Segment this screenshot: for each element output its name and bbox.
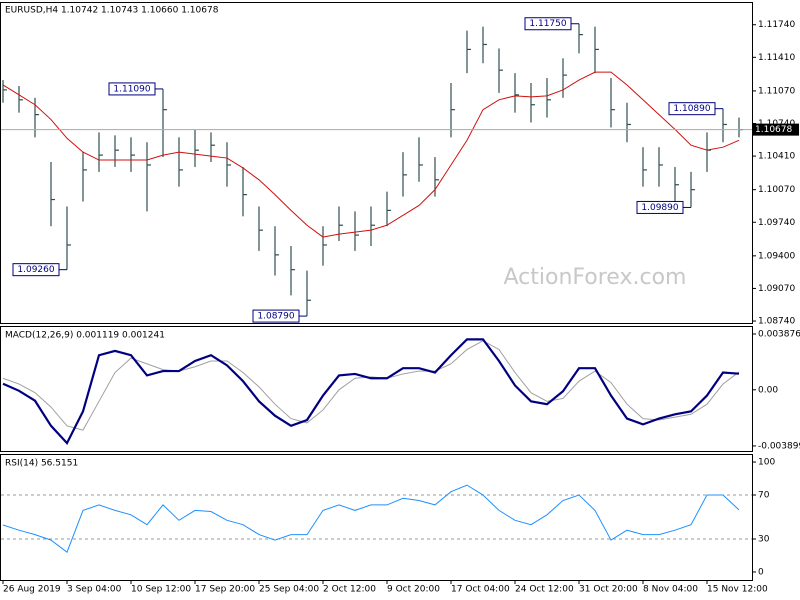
annotation-label: 1.09260 [17, 265, 54, 275]
x-tick-label: 26 Aug 2019 [3, 585, 61, 595]
rsi-pane [0, 454, 753, 581]
indicator-line [2, 338, 740, 445]
y-tick-label: 1.10410 [758, 152, 795, 162]
x-tick-label: 9 Oct 20:00 [387, 585, 440, 595]
watermark: ActionForex.com [504, 265, 687, 290]
y-tick-label: 1.11070 [758, 86, 795, 96]
price-title: EURUSD,H4 1.10742 1.10743 1.10660 1.1067… [5, 6, 219, 16]
annotation-box [252, 309, 300, 323]
last-price-label: 1.10678 [755, 125, 792, 135]
y-tick-label: 0.003876 [758, 329, 800, 339]
x-tick-label: 15 Nov 12:00 [707, 585, 768, 595]
y-tick-label: 1.09400 [758, 251, 795, 261]
y-tick-label: 1.08740 [758, 317, 795, 327]
x-tick-label: 17 Oct 04:00 [451, 585, 510, 595]
macd-pane [0, 326, 753, 452]
y-tick-label: 30 [758, 534, 770, 544]
annotation-box [636, 200, 684, 214]
macd-title: MACD(12,26,9) 0.001119 0.001241 [5, 331, 165, 341]
x-tick-label: 8 Nov 04:00 [643, 585, 698, 595]
x-tick-label: 3 Sep 04:00 [67, 585, 122, 595]
y-tick-label: -0.003899 [758, 441, 800, 451]
y-tick-label: 1.10070 [758, 185, 795, 195]
annotation-label: 1.10890 [673, 104, 710, 114]
x-tick-label: 31 Oct 20:00 [579, 585, 638, 595]
x-tick-label: 24 Oct 12:00 [515, 585, 574, 595]
y-tick-label: 70 [758, 491, 770, 501]
y-tick-label: 0.00 [758, 385, 778, 395]
x-tick-label: 10 Sep 12:00 [131, 585, 191, 595]
y-tick-label: 1.09070 [758, 284, 795, 294]
y-tick-label: 0 [758, 567, 764, 577]
annotation-label: 1.09890 [641, 203, 678, 213]
annotation-label: 1.11750 [529, 19, 566, 29]
x-tick-label: 2 Oct 12:00 [323, 585, 376, 595]
price-pane [0, 2, 753, 324]
y-tick-label: 1.11740 [758, 20, 795, 30]
indicator-line [2, 340, 740, 431]
x-tick-label: 17 Sep 20:00 [195, 585, 255, 595]
y-tick-label: 100 [758, 458, 775, 468]
y-tick-label: 1.09740 [758, 218, 795, 228]
moving-average [2, 71, 740, 238]
x-tick-label: 25 Sep 04:00 [259, 585, 319, 595]
annotation-box [668, 102, 716, 116]
annotation-label: 1.08790 [257, 312, 294, 322]
last-price-box [752, 123, 799, 136]
y-tick-label: 1.11410 [758, 53, 795, 63]
annotation-box [524, 17, 572, 31]
indicator-line [2, 484, 740, 553]
annotation-box [12, 263, 60, 277]
rsi-title: RSI(14) 56.5151 [5, 459, 78, 469]
annotation-box [108, 82, 156, 96]
annotation-label: 1.11090 [113, 84, 150, 94]
